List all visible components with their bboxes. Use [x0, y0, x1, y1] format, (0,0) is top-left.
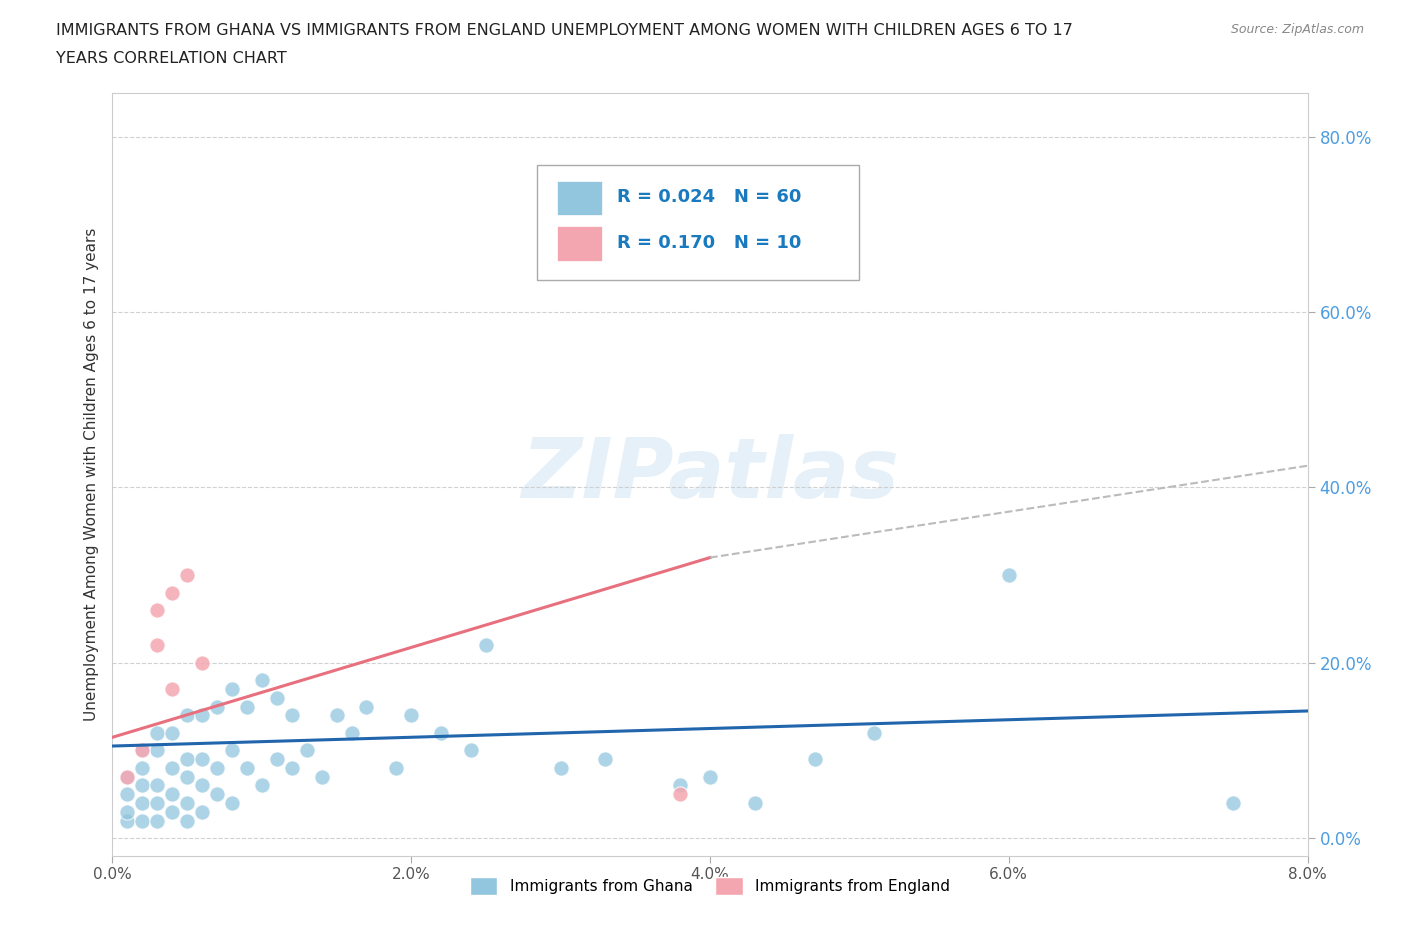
Point [863, 725, 886, 740]
Point [340, 725, 363, 740]
FancyBboxPatch shape [537, 166, 859, 280]
Point [205, 787, 228, 802]
Point [176, 708, 198, 723]
Point [550, 761, 572, 776]
Point [176, 751, 198, 766]
Point [1222, 795, 1244, 810]
Point [669, 778, 692, 793]
Point [176, 769, 198, 784]
Point [311, 769, 333, 784]
Point [176, 567, 198, 582]
Point [131, 795, 153, 810]
Point [266, 751, 288, 766]
Point [401, 708, 423, 723]
Point [131, 761, 153, 776]
Point [803, 751, 825, 766]
Point [998, 567, 1021, 582]
Point [117, 787, 139, 802]
Point [146, 795, 169, 810]
Point [430, 725, 453, 740]
Point [176, 795, 198, 810]
Point [162, 804, 183, 819]
Point [205, 761, 228, 776]
FancyBboxPatch shape [557, 226, 603, 260]
Point [146, 778, 169, 793]
Point [744, 182, 766, 197]
Legend: Immigrants from Ghana, Immigrants from England: Immigrants from Ghana, Immigrants from E… [464, 870, 956, 901]
Point [295, 743, 318, 758]
Point [281, 708, 304, 723]
Text: R = 0.024   N = 60: R = 0.024 N = 60 [617, 188, 801, 206]
Point [162, 787, 183, 802]
Point [191, 708, 214, 723]
Point [131, 743, 153, 758]
Point [191, 751, 214, 766]
Point [176, 813, 198, 828]
Point [191, 804, 214, 819]
Text: R = 0.170   N = 10: R = 0.170 N = 10 [617, 234, 801, 252]
Point [162, 585, 183, 600]
Point [117, 769, 139, 784]
Point [281, 761, 304, 776]
Point [250, 672, 273, 687]
Point [131, 813, 153, 828]
Point [191, 656, 214, 671]
Point [236, 699, 259, 714]
Text: IMMIGRANTS FROM GHANA VS IMMIGRANTS FROM ENGLAND UNEMPLOYMENT AMONG WOMEN WITH C: IMMIGRANTS FROM GHANA VS IMMIGRANTS FROM… [56, 23, 1073, 38]
Point [146, 813, 169, 828]
Point [205, 699, 228, 714]
Point [146, 603, 169, 618]
Point [131, 778, 153, 793]
Point [475, 638, 498, 653]
Point [325, 708, 347, 723]
Point [117, 804, 139, 819]
Y-axis label: Unemployment Among Women with Children Ages 6 to 17 years: Unemployment Among Women with Children A… [83, 228, 98, 721]
Point [266, 690, 288, 705]
Point [162, 682, 183, 697]
Point [250, 778, 273, 793]
Point [146, 725, 169, 740]
Point [595, 751, 617, 766]
Point [117, 813, 139, 828]
Text: YEARS CORRELATION CHART: YEARS CORRELATION CHART [56, 51, 287, 66]
Point [117, 769, 139, 784]
Point [131, 743, 153, 758]
FancyBboxPatch shape [557, 180, 603, 215]
Point [460, 743, 482, 758]
Point [669, 787, 692, 802]
Point [385, 761, 408, 776]
Point [699, 769, 721, 784]
Text: ZIPatlas: ZIPatlas [522, 433, 898, 515]
Point [744, 795, 766, 810]
Text: Source: ZipAtlas.com: Source: ZipAtlas.com [1230, 23, 1364, 36]
Point [221, 743, 243, 758]
Point [146, 638, 169, 653]
Point [162, 761, 183, 776]
Point [236, 761, 259, 776]
Point [221, 795, 243, 810]
Point [356, 699, 378, 714]
Point [162, 725, 183, 740]
Point [146, 743, 169, 758]
Point [221, 682, 243, 697]
Point [191, 778, 214, 793]
